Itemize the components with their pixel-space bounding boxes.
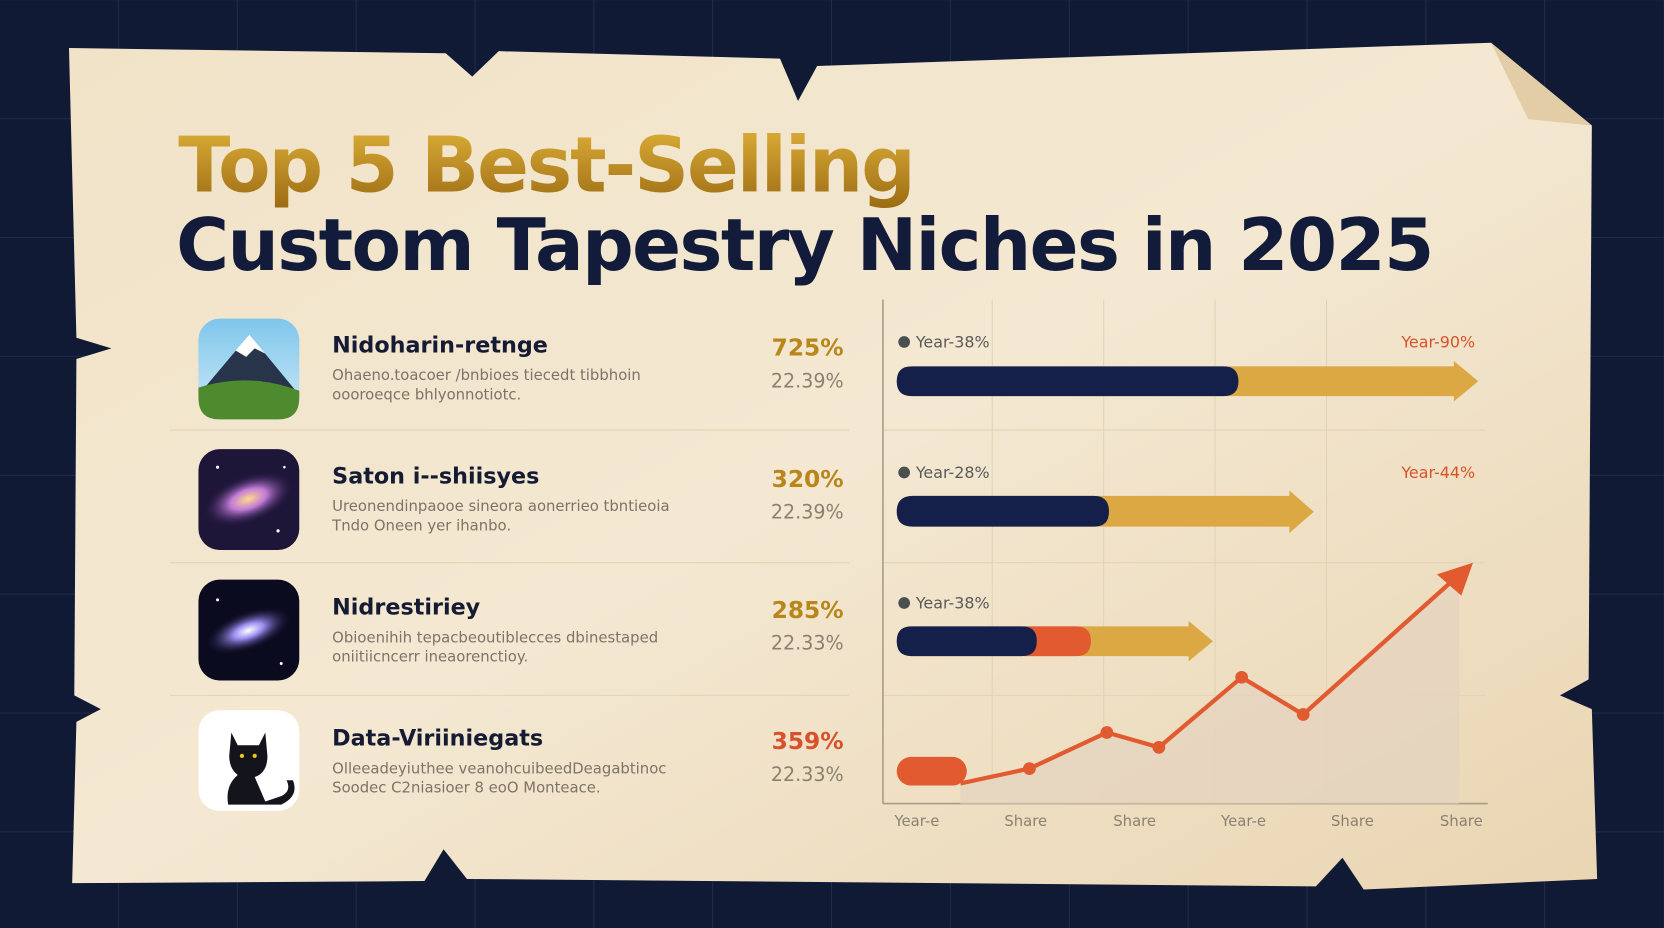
bar-fill — [896, 495, 1109, 527]
item-name: Data-Viriiniegats — [332, 726, 543, 752]
icon-galaxy-dark — [198, 579, 300, 681]
icon-galaxy — [198, 449, 300, 550]
item-list: Nidoharin-retnge Ohaeno.toacoer /bnbioes … — [331, 333, 844, 797]
item-name: Nidrestiriey — [332, 595, 481, 621]
item-sub-percent: 22.39% — [771, 501, 844, 524]
x-label: Share — [1440, 812, 1483, 830]
legend-dot — [898, 597, 910, 609]
item-percent: 359% — [772, 727, 844, 755]
item-percent: 320% — [772, 465, 844, 493]
title-line-1: Top 5 Best-Selling — [178, 121, 913, 210]
bar-fill — [896, 626, 1037, 657]
trend-arrow — [1436, 562, 1473, 596]
x-label: Share — [1113, 812, 1156, 830]
bar-fill — [896, 366, 1239, 397]
legend-dot — [898, 336, 910, 348]
x-label: Share — [1331, 812, 1374, 830]
row-label: Year-28% — [915, 463, 990, 482]
item-description: Tndo Oneen yer ihanbo. — [331, 516, 511, 534]
item-description: Ohaeno.toacoer /bnbioes tiecedt tibbhoin — [332, 366, 641, 384]
item-description: oniitiicncerr ineaorenctioy. — [332, 647, 528, 665]
icon-mountain — [198, 318, 300, 420]
item-name: Nidoharin-retnge — [332, 333, 548, 359]
legend-dot — [898, 466, 910, 479]
item-description: Soodec C2niasioer 8 eoO Monteace. — [332, 778, 601, 796]
title-line-2: Custom Tapestry Niches in 2025 — [176, 204, 1433, 288]
item-description: Ureonendinpaooe sineora aonerrieo tbntie… — [332, 497, 669, 515]
item-percent: 285% — [772, 596, 844, 624]
panel-labels: Year-38% Year-90% Year-28% Year-44% Year-38%… — [893, 332, 1482, 830]
bar-fill-accent — [1024, 626, 1091, 657]
trend-area — [960, 573, 1460, 804]
row-label: Year-38% — [915, 332, 990, 351]
x-label: Share — [1004, 812, 1047, 830]
item-sub-percent: 22.33% — [771, 763, 844, 786]
paper-curl — [1491, 42, 1592, 126]
item-description: Obioenihih tepacbeoutiblecces dbinestape… — [332, 628, 658, 646]
item-percent: 725% — [772, 334, 844, 362]
item-description: Olleeadeyiuthee veanohcuibeedDeagabtinoc — [332, 759, 666, 777]
row-label: Year-38% — [915, 593, 990, 612]
x-label: Year-e — [893, 812, 939, 830]
row-right-label: Year-90% — [1400, 332, 1475, 351]
item-sub-percent: 22.33% — [771, 632, 844, 655]
item-name: Saton i--shiisyes — [332, 464, 539, 490]
trend-points — [1023, 670, 1310, 775]
x-label: Year-e — [1220, 812, 1266, 830]
icon-cat — [198, 710, 300, 812]
item-sub-percent: 22.39% — [771, 370, 844, 393]
progress-bars — [896, 361, 1479, 786]
row-right-label: Year-44% — [1400, 463, 1475, 482]
bar-pill — [896, 756, 967, 786]
item-description: oooroeqce bhlyonnotiotc. — [332, 385, 521, 403]
